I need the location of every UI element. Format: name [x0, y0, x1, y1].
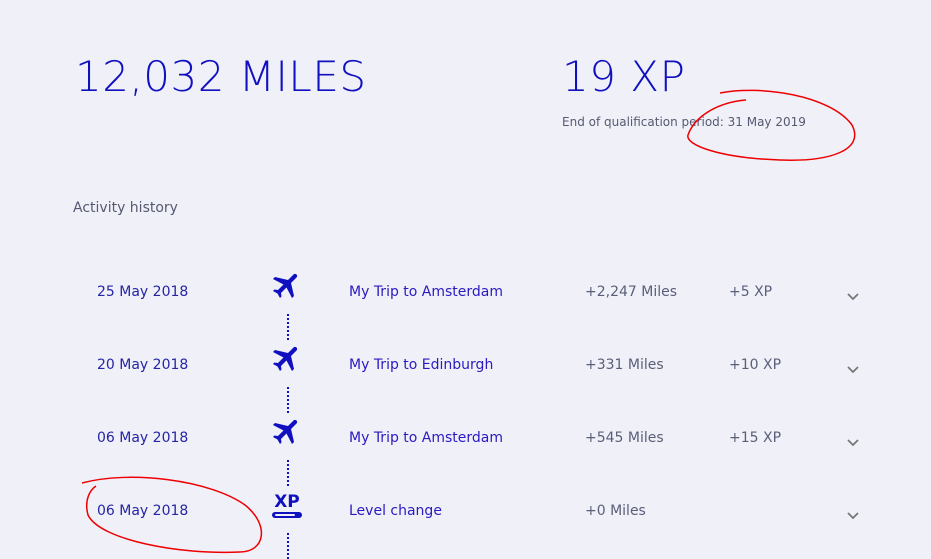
activity-miles: +331 Miles: [585, 357, 664, 373]
xp-total: 19 XP: [562, 52, 686, 101]
activity-title[interactable]: My Trip to Edinburgh: [349, 357, 494, 373]
activity-row[interactable]: 25 May 2018 My Trip to Amsterdam +2,247 …: [0, 273, 931, 340]
activity-miles: +545 Miles: [585, 430, 664, 446]
timeline-connector: [287, 314, 289, 340]
timeline-connector: [287, 460, 289, 486]
timeline-connector: [287, 533, 289, 559]
activity-xp: +15 XP: [729, 430, 782, 446]
activity-date: 25 May 2018: [97, 284, 189, 300]
activity-title[interactable]: My Trip to Amsterdam: [349, 284, 504, 300]
chevron-down-icon[interactable]: [846, 288, 860, 302]
svg-text:XP: XP: [274, 492, 300, 512]
airplane-icon: [270, 414, 304, 448]
qualification-period: End of qualification period: 31 May 2019: [562, 115, 806, 129]
activity-row[interactable]: 06 May 2018 XP Level change +0 Miles: [0, 492, 931, 559]
miles-total: 12,032 MILES: [75, 52, 367, 101]
activity-title[interactable]: My Trip to Amsterdam: [349, 430, 504, 446]
chevron-down-icon[interactable]: [846, 507, 860, 521]
airplane-icon: [270, 341, 304, 375]
section-title: Activity history: [73, 200, 178, 216]
activity-date: 20 May 2018: [97, 357, 189, 373]
activity-date: 06 May 2018: [97, 430, 189, 446]
activity-date: 06 May 2018: [97, 503, 189, 519]
chevron-down-icon[interactable]: [846, 361, 860, 375]
activity-miles: +0 Miles: [585, 503, 646, 519]
xp-level-icon: XP: [270, 487, 304, 521]
activity-title[interactable]: Level change: [349, 503, 442, 519]
activity-xp: +10 XP: [729, 357, 782, 373]
airplane-icon: [270, 268, 304, 302]
activity-miles: +2,247 Miles: [585, 284, 678, 300]
activity-row[interactable]: 06 May 2018 My Trip to Amsterdam +545 Mi…: [0, 419, 931, 486]
timeline-connector: [287, 387, 289, 413]
activity-xp: +5 XP: [729, 284, 773, 300]
chevron-down-icon[interactable]: [846, 434, 860, 448]
activity-row[interactable]: 20 May 2018 My Trip to Edinburgh +331 Mi…: [0, 346, 931, 413]
